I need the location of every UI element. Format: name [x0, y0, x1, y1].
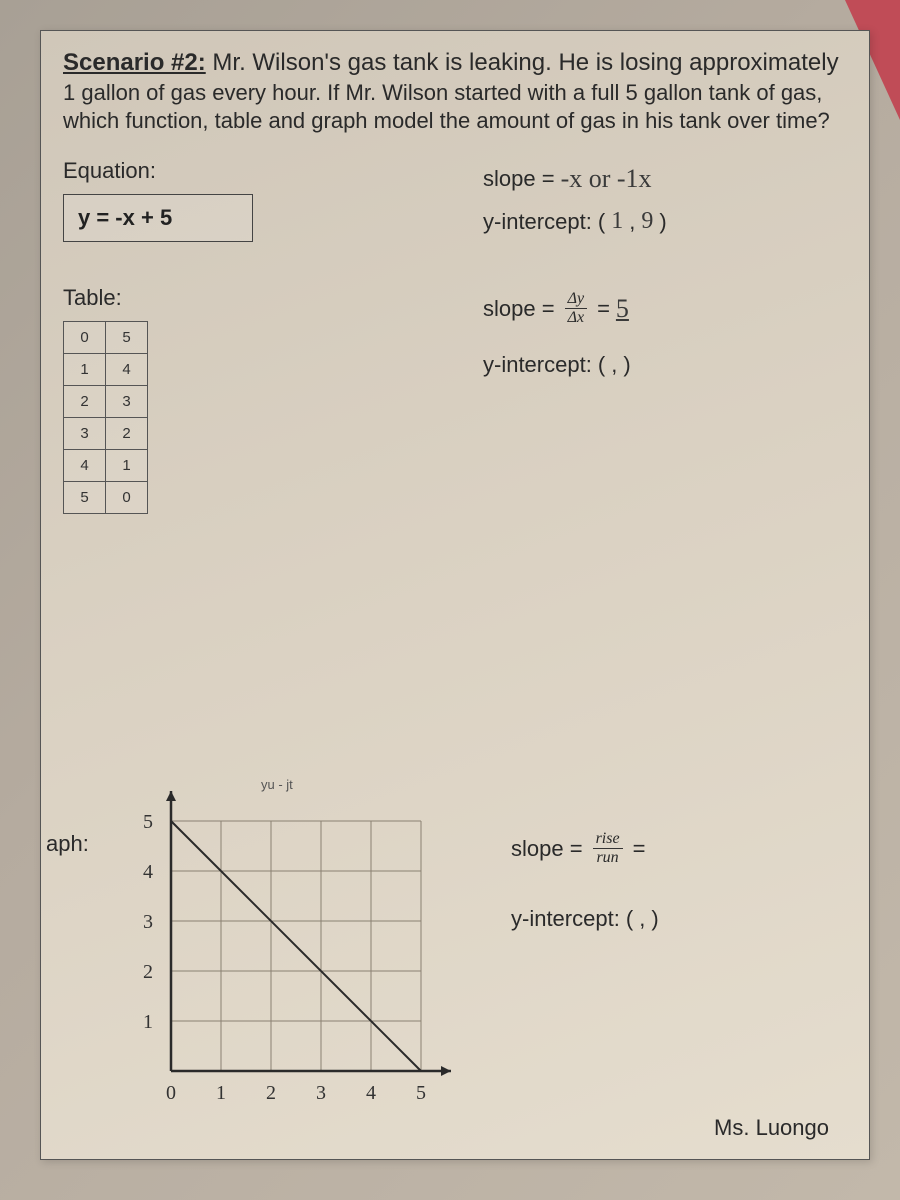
table-row: 14 — [64, 354, 148, 386]
tbl-yint-close: ) — [623, 352, 630, 378]
table-row: 23 — [64, 386, 148, 418]
footer-name: Ms. Luongo — [714, 1115, 829, 1141]
cell: 4 — [64, 450, 106, 482]
eq-yint-label: y-intercept: ( — [483, 209, 605, 235]
tbl-slope-label: slope = — [483, 296, 555, 322]
graph-svg: yu - jt 0 1 2 3 4 5 1 2 3 4 5 — [101, 771, 481, 1131]
equation-box: y = -x + 5 — [63, 194, 253, 242]
tbl-slope-value: 5 — [616, 294, 629, 324]
data-table: 05 14 23 32 41 50 — [63, 321, 148, 514]
frac-num: Δy — [565, 291, 588, 309]
eq-slope-label: slope = — [483, 166, 555, 192]
tbl-slope-eq: = — [597, 296, 610, 322]
eq-yint-sep: , — [629, 209, 635, 235]
eq-slope-value: -x or -1x — [561, 164, 652, 194]
equation-row: Equation: y = -x + 5 slope = -x or -1x y… — [63, 158, 847, 249]
svg-text:3: 3 — [316, 1082, 326, 1104]
eq-slope: slope = -x or -1x — [483, 164, 847, 194]
equation-label: Equation: — [63, 158, 453, 184]
cell: 5 — [106, 322, 148, 354]
svg-text:2: 2 — [266, 1082, 276, 1104]
table-left: Table: 05 14 23 32 41 50 — [63, 285, 453, 514]
graph-side-label: aph: — [46, 831, 89, 857]
graph-top-small: yu - jt — [261, 777, 293, 792]
svg-text:1: 1 — [216, 1082, 226, 1104]
gr-slope-frac: rise run — [593, 831, 623, 866]
cell: 0 — [106, 482, 148, 514]
svg-text:1: 1 — [143, 1011, 153, 1033]
tbl-yint-sep: , — [611, 352, 617, 378]
svg-text:5: 5 — [143, 811, 153, 833]
cell: 0 — [64, 322, 106, 354]
gr-yint: y-intercept: ( , ) — [511, 906, 891, 932]
tick-labels: 0 1 2 3 4 5 1 2 3 4 5 — [143, 811, 426, 1104]
cell: 3 — [64, 418, 106, 450]
svg-text:4: 4 — [143, 861, 153, 883]
equation-left: Equation: y = -x + 5 — [63, 158, 453, 249]
scenario-line1: Mr. Wilson's gas tank is leaking. He is … — [206, 49, 839, 76]
cell: 3 — [106, 386, 148, 418]
frac-den: Δx — [568, 309, 585, 326]
data-line — [171, 821, 421, 1071]
cell: 4 — [106, 354, 148, 386]
worksheet-page: Scenario #2: Mr. Wilson's gas tank is le… — [40, 30, 870, 1160]
graph-area: aph: yu - jt 01234512345 — [101, 771, 481, 1131]
eq-yint-v2: 9 — [641, 208, 653, 235]
cell: 5 — [64, 482, 106, 514]
table-row: 41 — [64, 450, 148, 482]
frac-num: rise — [593, 831, 623, 849]
gr-yint-close: ) — [651, 906, 658, 932]
svg-text:3: 3 — [143, 911, 153, 933]
gr-yint-sep: , — [639, 906, 645, 932]
data-table-body: 05 14 23 32 41 50 — [64, 322, 148, 514]
svg-text:2: 2 — [143, 961, 153, 983]
tbl-slope-frac: Δy Δx — [565, 291, 588, 326]
table-label: Table: — [63, 285, 453, 311]
table-row: 05 — [64, 322, 148, 354]
tbl-yint: y-intercept: ( , ) — [483, 352, 847, 378]
eq-yint: y-intercept: ( 1 , 9 ) — [483, 208, 847, 235]
table-right: slope = Δy Δx = 5 y-intercept: ( , ) — [483, 285, 847, 514]
graph-right-info: slope = rise run = y-intercept: ( , ) — [511, 831, 891, 946]
table-row: 32 — [64, 418, 148, 450]
cell: 2 — [106, 418, 148, 450]
gr-slope: slope = rise run = — [511, 831, 891, 866]
svg-text:0: 0 — [166, 1082, 176, 1104]
cell: 1 — [64, 354, 106, 386]
table-row: 50 — [64, 482, 148, 514]
axes — [166, 791, 451, 1076]
tbl-slope: slope = Δy Δx = 5 — [483, 291, 847, 326]
scenario-lead: Scenario #2: — [63, 49, 206, 76]
svg-text:4: 4 — [366, 1082, 376, 1104]
gr-yint-label: y-intercept: ( — [511, 906, 633, 932]
tbl-yint-label: y-intercept: ( — [483, 352, 605, 378]
gr-slope-label: slope = — [511, 836, 583, 862]
cell: 1 — [106, 450, 148, 482]
table-row-section: Table: 05 14 23 32 41 50 slope = Δy Δx — [63, 285, 847, 514]
eq-yint-v1: 1 — [611, 208, 623, 235]
frac-den: run — [596, 849, 618, 866]
scenario-heading: Scenario #2: Mr. Wilson's gas tank is le… — [63, 49, 847, 77]
equation-right: slope = -x or -1x y-intercept: ( 1 , 9 ) — [483, 158, 847, 249]
gr-slope-eq: = — [633, 836, 646, 862]
cell: 2 — [64, 386, 106, 418]
svg-text:5: 5 — [416, 1082, 426, 1104]
scenario-body: 1 gallon of gas every hour. If Mr. Wilso… — [63, 79, 847, 134]
eq-yint-close: ) — [659, 209, 666, 235]
